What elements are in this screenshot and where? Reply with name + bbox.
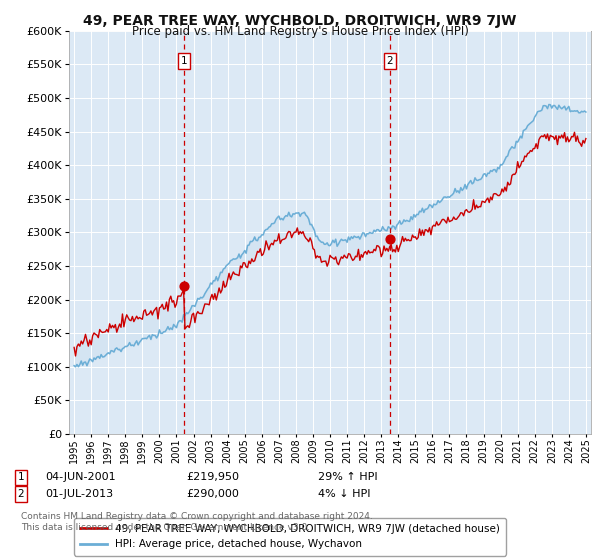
Text: £219,950: £219,950 — [186, 472, 239, 482]
Text: 2: 2 — [17, 489, 25, 499]
Point — [179, 282, 188, 291]
Text: £290,000: £290,000 — [186, 489, 239, 499]
Text: 49, PEAR TREE WAY, WYCHBOLD, DROITWICH, WR9 7JW: 49, PEAR TREE WAY, WYCHBOLD, DROITWICH, … — [83, 14, 517, 28]
Text: 04-JUN-2001: 04-JUN-2001 — [45, 472, 116, 482]
Text: 1: 1 — [17, 472, 25, 482]
Text: Contains HM Land Registry data © Crown copyright and database right 2024.
This d: Contains HM Land Registry data © Crown c… — [21, 512, 373, 532]
Text: 2: 2 — [386, 56, 393, 66]
Text: 01-JUL-2013: 01-JUL-2013 — [45, 489, 113, 499]
Text: 1: 1 — [181, 56, 187, 66]
Legend: 49, PEAR TREE WAY, WYCHBOLD, DROITWICH, WR9 7JW (detached house), HPI: Average p: 49, PEAR TREE WAY, WYCHBOLD, DROITWICH, … — [74, 518, 506, 556]
Text: Price paid vs. HM Land Registry's House Price Index (HPI): Price paid vs. HM Land Registry's House … — [131, 25, 469, 38]
Text: 4% ↓ HPI: 4% ↓ HPI — [318, 489, 371, 499]
Text: 29% ↑ HPI: 29% ↑ HPI — [318, 472, 377, 482]
Point — [385, 235, 395, 244]
